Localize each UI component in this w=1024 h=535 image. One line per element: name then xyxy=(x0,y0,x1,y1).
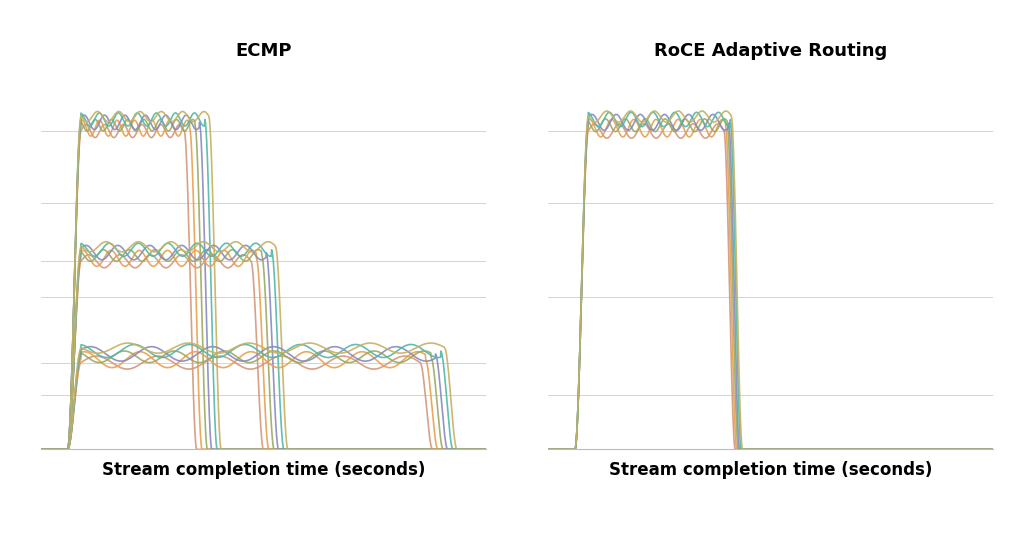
X-axis label: Stream completion time (seconds): Stream completion time (seconds) xyxy=(101,461,425,478)
Title: ECMP: ECMP xyxy=(236,42,292,60)
Title: RoCE Adaptive Routing: RoCE Adaptive Routing xyxy=(654,42,888,60)
X-axis label: Stream completion time (seconds): Stream completion time (seconds) xyxy=(609,461,933,478)
